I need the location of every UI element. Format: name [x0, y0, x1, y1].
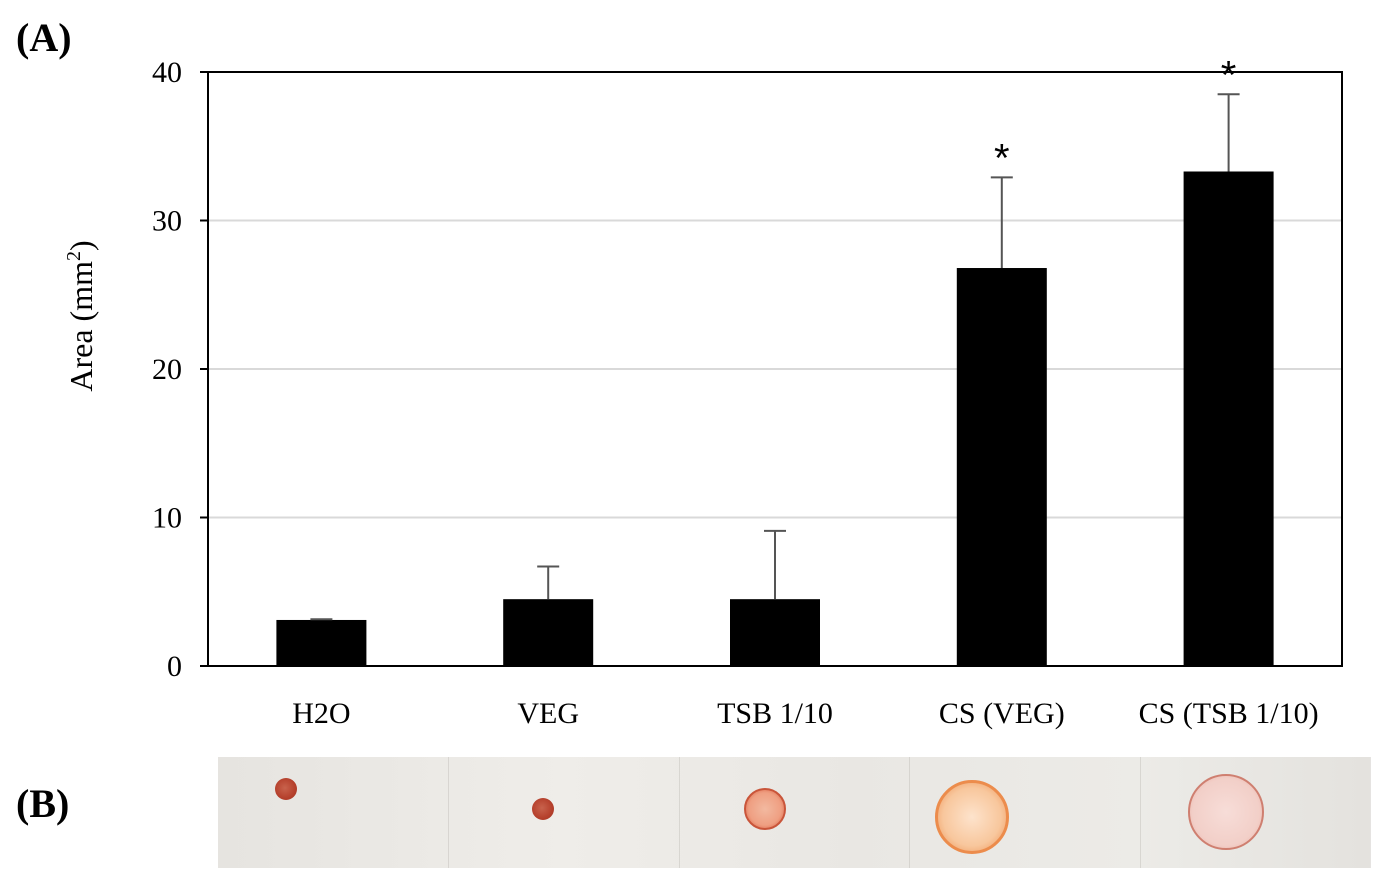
photo-panel: [218, 757, 450, 868]
y-tick-label: 0: [167, 650, 182, 683]
significance-star: *: [994, 136, 1010, 180]
panel-b-label: (B): [16, 781, 70, 826]
colony-photo-strip: [218, 757, 1371, 868]
colony-spot: [743, 788, 786, 830]
photo-panel: [909, 757, 1141, 868]
x-tick-labels: H2O VEG TSB 1/10 CS (VEG) CS (TSB 1/10): [292, 697, 1318, 730]
y-tick-label: 20: [152, 353, 182, 386]
bars: [276, 171, 1274, 666]
colony-spot: [935, 780, 1010, 854]
significance-star: *: [1221, 53, 1237, 97]
y-axis-title: Area (mm2): [63, 240, 99, 391]
x-tick-label: TSB 1/10: [717, 697, 833, 730]
bar: [1183, 171, 1274, 666]
x-tick-label: CS (VEG): [939, 697, 1065, 730]
y-tick-label: 10: [152, 502, 182, 535]
bar-chart: 0 10 20 30 40 H2O VEG TSB 1/10 CS (VEG) CS (TSB …: [63, 53, 1343, 730]
colony-spot: [275, 778, 297, 800]
error-bars: [310, 93, 1240, 621]
colony-spot: [532, 798, 555, 820]
photo-panel: [1140, 757, 1371, 868]
y-tick-label: 30: [152, 205, 182, 238]
panel-a-label: (A): [16, 15, 72, 60]
y-tick-label: 40: [152, 56, 182, 89]
bar: [730, 599, 820, 666]
significance-markers: **: [994, 53, 1236, 180]
x-tick-label: H2O: [292, 697, 350, 730]
y-tick-labels: 0 10 20 30 40: [152, 56, 208, 683]
bar: [956, 268, 1047, 666]
bar: [276, 619, 367, 666]
photo-panel: [448, 757, 680, 868]
colony-spot: [1187, 774, 1264, 850]
photo-panel: [679, 757, 911, 868]
x-tick-label: VEG: [517, 697, 579, 730]
grid-lines: [208, 219, 1342, 519]
x-tick-label: CS (TSB 1/10): [1139, 697, 1319, 730]
bar: [503, 599, 594, 666]
